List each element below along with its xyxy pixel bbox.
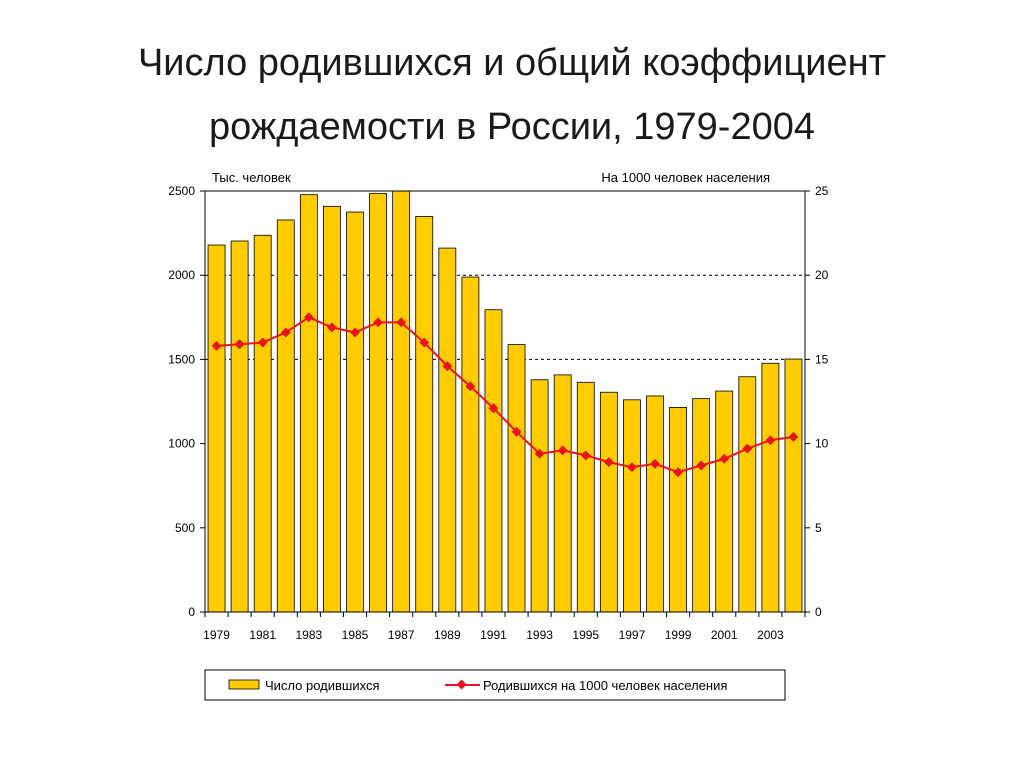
- left-tick-label-1500: 1500: [168, 352, 195, 366]
- legend-line-marker: [456, 679, 467, 690]
- legend-bar-label: Число родившихся: [265, 678, 380, 693]
- point-1996: [603, 457, 614, 468]
- line-series: [211, 312, 799, 478]
- point-1991: [488, 403, 499, 414]
- point-1985: [350, 327, 360, 338]
- bar-1986: [369, 192, 387, 613]
- point-1995: [580, 450, 591, 461]
- point-2001: [719, 453, 730, 464]
- left-tick-label-500: 500: [175, 521, 195, 535]
- right-tick-label-20: 20: [815, 268, 829, 282]
- left-tick-label-2000: 2000: [168, 268, 195, 282]
- point-1997: [626, 462, 637, 473]
- point-1986: [373, 317, 384, 328]
- bar-2001: [715, 390, 734, 613]
- chart-title-line1: Число родившихся и общий коэффициент: [137, 42, 887, 84]
- point-2004: [788, 431, 799, 442]
- bar-1979: [207, 244, 226, 613]
- point-1979: [211, 340, 222, 351]
- x-tick-label-1981: 1981: [249, 628, 276, 642]
- point-1990: [465, 381, 476, 392]
- point-1981: [257, 337, 268, 348]
- bar-2003: [761, 362, 780, 613]
- bar-1982: [276, 219, 295, 613]
- point-1987: [396, 317, 407, 328]
- legend: Число родившихся Родившихся на 1000 чело…: [204, 669, 786, 701]
- bar-1985: [346, 211, 364, 613]
- bar-1980: [230, 240, 249, 613]
- plot-frame: [204, 190, 806, 613]
- chart-title-line2: рождаемости в России, 1979-2004: [209, 106, 815, 148]
- x-tick-label-1995: 1995: [572, 628, 599, 642]
- birth-rate-line: [216, 316, 794, 474]
- x-tick-label-1991: 1991: [480, 628, 507, 642]
- point-1982: [280, 327, 291, 338]
- bar-1992: [507, 344, 526, 613]
- left-tick-label-1000: 1000: [168, 437, 195, 451]
- right-tick-label-25: 25: [815, 184, 829, 198]
- right-tick-label-15: 15: [815, 352, 829, 366]
- right-axis-unit: На 1000 человек населения: [601, 170, 770, 185]
- point-1980: [234, 339, 245, 350]
- point-2003: [765, 435, 776, 446]
- point-2000: [696, 460, 707, 471]
- point-1994: [557, 445, 568, 456]
- legend-box: [204, 669, 786, 701]
- bar-1984: [323, 205, 341, 613]
- bar-1990: [461, 276, 480, 613]
- x-tick-label-2001: 2001: [711, 628, 738, 642]
- legend-bar-swatch: [228, 679, 260, 690]
- bar-1998: [646, 395, 664, 613]
- bar-1999: [669, 406, 687, 613]
- axes: 0 500 1000 1500 2000 2500 0 5 10 15 20 25 1979 1981 19…: [168, 184, 828, 642]
- x-tick-label-2003: 2003: [757, 628, 784, 642]
- bar-1988: [415, 216, 434, 613]
- bar-series: [207, 190, 803, 613]
- point-1999: [673, 467, 684, 478]
- bar-1983: [299, 194, 318, 613]
- point-1992: [511, 426, 522, 437]
- x-tick-label-1993: 1993: [526, 628, 553, 642]
- x-tick-label-1983: 1983: [295, 628, 322, 642]
- bar-1981: [253, 234, 272, 613]
- right-tick-label-10: 10: [815, 437, 829, 451]
- bar-1993: [530, 379, 549, 613]
- x-tick-label-1985: 1985: [342, 628, 369, 642]
- bar-1994: [553, 374, 572, 613]
- grid-lines: [205, 274, 805, 360]
- bar-1989: [438, 247, 457, 613]
- point-1984: [326, 322, 337, 333]
- x-tick-label-1997: 1997: [619, 628, 646, 642]
- left-axis-unit: Тыс. человек: [212, 170, 291, 185]
- x-tick-label-1987: 1987: [388, 628, 415, 642]
- x-tick-label-1979: 1979: [203, 628, 230, 642]
- plot-border: [204, 190, 806, 613]
- bar-2004: [784, 358, 803, 613]
- bar-2000: [692, 398, 711, 613]
- bar-2002: [738, 376, 757, 613]
- right-tick-label-5: 5: [815, 521, 822, 535]
- bar-1991: [484, 309, 503, 613]
- x-tick-label-1989: 1989: [434, 628, 461, 642]
- point-1998: [650, 458, 660, 469]
- bar-1987: [392, 190, 411, 613]
- point-2002: [742, 443, 753, 454]
- legend-line-label: Родившихся на 1000 человек населения: [483, 678, 727, 693]
- x-tick-label-1999: 1999: [665, 628, 692, 642]
- bar-1995: [576, 381, 595, 613]
- bar-1997: [623, 399, 641, 613]
- left-tick-label-2500: 2500: [168, 184, 195, 198]
- right-tick-label-0: 0: [815, 605, 822, 619]
- point-1993: [534, 448, 545, 459]
- point-1988: [419, 337, 430, 348]
- point-1989: [442, 361, 453, 372]
- bar-1996: [599, 391, 618, 613]
- left-tick-label-0: 0: [188, 605, 195, 619]
- point-1983: [303, 312, 314, 323]
